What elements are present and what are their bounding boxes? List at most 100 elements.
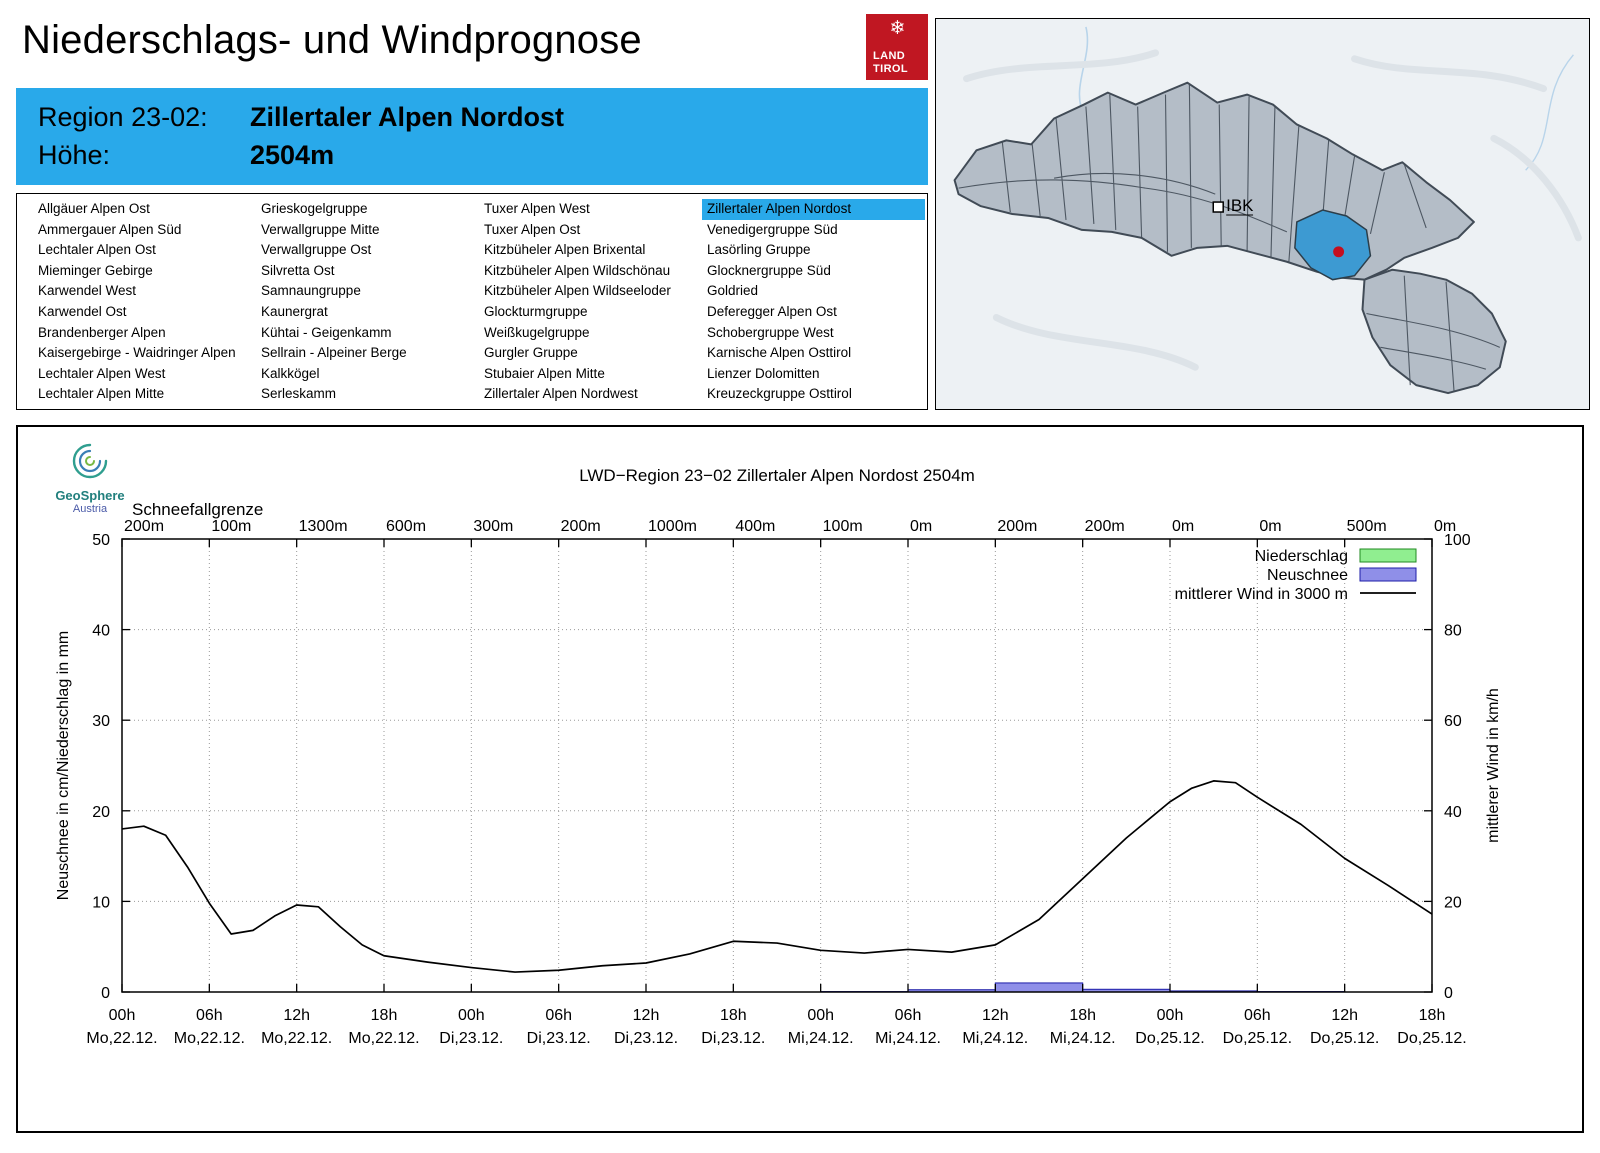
y-left-tick-label: 30 [92, 713, 110, 730]
snowflake-icon: ❄ [889, 18, 906, 39]
geosphere-name: GeoSphere [55, 488, 125, 503]
x-tick-hour-label: 06h [1244, 1007, 1271, 1024]
map-marker-dot [1333, 246, 1345, 258]
legend-label: mittlerer Wind in 3000 m [1175, 586, 1348, 603]
region-list-item[interactable]: Silvretta Ost [261, 262, 335, 278]
region-list-item[interactable]: Mieminger Gebirge [38, 262, 153, 278]
page-title: Niederschlags- und Windprognose [22, 18, 642, 62]
plot-frame [121, 538, 1433, 993]
x-tick-hour-label: 06h [196, 1007, 223, 1024]
region-list-item[interactable]: Glocknergruppe Süd [707, 262, 831, 278]
region-list-item[interactable]: Allgäuer Alpen Ost [38, 201, 150, 216]
x-tick-hour-label: 12h [633, 1007, 660, 1024]
y-right-tick-label: 100 [1444, 532, 1471, 549]
x-tick-day-label: Di,23.12. [701, 1030, 765, 1047]
region-list-item[interactable]: Lechtaler Alpen Mitte [38, 386, 165, 402]
x-tick-hour-label: 06h [545, 1007, 572, 1024]
region-list-item[interactable]: Kitzbüheler Alpen Brixental [484, 242, 646, 258]
region-list-item[interactable]: Lasörling Gruppe [707, 242, 811, 258]
tirol-logo-line2: TIROL [873, 62, 908, 75]
region-list-item[interactable]: Ammergauer Alpen Süd [38, 221, 182, 237]
region-list: Allgäuer Alpen Ost Ammergauer Alpen Süd Le… [16, 193, 928, 410]
region-list-item[interactable]: Sellrain - Alpeiner Berge [261, 345, 407, 361]
region-list-item[interactable]: Grieskogelgruppe [261, 201, 368, 216]
ibk-label: IBK [1226, 196, 1254, 215]
region-list-item[interactable]: Karwendel West [38, 283, 137, 299]
tirol-map: IBK [936, 19, 1589, 409]
region-list-item[interactable]: Venedigergruppe Süd [707, 221, 838, 237]
y-left-tick-label: 20 [92, 804, 110, 821]
y-left-tick-label: 10 [92, 894, 110, 911]
region-list-item[interactable]: Lechtaler Alpen West [38, 365, 166, 381]
x-tick-day-label: Mi,24.12. [1050, 1030, 1116, 1047]
region-list-item-selected[interactable]: Zillertaler Alpen Nordost [702, 199, 925, 220]
region-list-item[interactable]: Zillertaler Alpen Nordwest [484, 386, 638, 402]
x-tick-day-label: Mo,22.12. [348, 1030, 419, 1047]
region-list-item[interactable]: Karwendel Ost [38, 303, 127, 319]
region-list-item[interactable]: Gurgler Gruppe [484, 345, 578, 361]
geosphere-swirl-icon [72, 443, 108, 479]
region-list-item[interactable]: Deferegger Alpen Ost [707, 303, 837, 319]
geosphere-country: Austria [72, 503, 108, 515]
region-list-item[interactable]: Goldried [707, 283, 759, 299]
region-info-box: Region 23-02: Zillertaler Alpen Nordost … [16, 88, 928, 185]
y-right-tick-label: 80 [1444, 623, 1462, 640]
x-tick-hour-label: 18h [1419, 1007, 1446, 1024]
tirol-logo-text: LAND TIROL [873, 50, 922, 75]
snowline-value: 0m [910, 518, 932, 535]
y-right-tick-label: 60 [1444, 713, 1462, 730]
region-list-item[interactable]: Verwallgruppe Mitte [261, 221, 380, 237]
map-region-selected [1294, 209, 1372, 281]
ibk-marker [1212, 201, 1224, 213]
snowline-value: 200m [1085, 518, 1125, 535]
region-list-item[interactable]: Kitzbüheler Alpen Wildseeloder [484, 283, 671, 299]
region-list-item[interactable]: Glockturmgruppe [484, 303, 588, 319]
river-line [1525, 54, 1574, 171]
region-list-item[interactable]: Weißkugelgruppe [484, 324, 590, 340]
tirol-logo-line1: LAND [873, 50, 906, 63]
legend-swatch [1359, 567, 1417, 582]
region-list-item[interactable]: Kaunergrat [261, 303, 328, 319]
terrain-shading [963, 49, 1582, 371]
y-right-tick-label: 40 [1444, 804, 1462, 821]
region-list-item[interactable]: Stubaier Alpen Mitte [484, 365, 605, 381]
region-list-item[interactable]: Kitzbüheler Alpen Wildschönau [484, 262, 671, 278]
x-tick-day-label: Do,25.12. [1223, 1030, 1292, 1047]
x-tick-hour-label: 18h [720, 1007, 747, 1024]
legend-swatch [1359, 548, 1417, 563]
region-list-item[interactable]: Kühtai - Geigenkamm [261, 324, 392, 340]
region-list-item[interactable]: Lechtaler Alpen Ost [38, 242, 156, 258]
x-tick-day-label: Di,23.12. [439, 1030, 503, 1047]
region-list-item[interactable]: Tuxer Alpen West [484, 201, 590, 216]
region-list-item[interactable]: Schobergruppe West [707, 324, 834, 340]
region-list-item[interactable]: Karnische Alpen Osttirol [707, 345, 852, 361]
y-left-tick-label: 50 [92, 532, 110, 549]
region-list-item[interactable]: Serleskamm [261, 386, 337, 402]
region-list-item[interactable]: Brandenberger Alpen [38, 324, 166, 340]
region-list-item[interactable]: Kaisergebirge - Waidringer Alpen [38, 345, 236, 361]
region-list-column: Tuxer Alpen West Tuxer Alpen Ost Kitzbühel… [479, 199, 702, 405]
region-list-item[interactable]: Kreuzeckgruppe Osttirol [707, 386, 852, 402]
region-list-item[interactable]: Samnaungruppe [261, 283, 361, 299]
snowline-value: 300m [473, 518, 513, 535]
x-tick-day-label: Do,25.12. [1135, 1030, 1204, 1047]
legend-label: Niederschlag [1255, 548, 1348, 565]
x-tick-day-label: Mo,22.12. [261, 1030, 332, 1047]
snowline-value: 200m [561, 518, 601, 535]
region-list-item[interactable]: Tuxer Alpen Ost [484, 221, 581, 237]
x-tick-day-label: Do,25.12. [1310, 1030, 1379, 1047]
snowline-value: 400m [735, 518, 775, 535]
map-box: IBK [935, 18, 1590, 410]
region-list-column: Grieskogelgruppe Verwallgruppe Mitte Verwa… [256, 199, 479, 405]
snowline-value: 200m [997, 518, 1037, 535]
region-list-item[interactable]: Verwallgruppe Ost [261, 242, 372, 258]
chart-box: GeoSphere Austria 0 10 20 30 40 50 0 20 40 60 80 10… [16, 425, 1584, 1133]
height-value: 2504m [250, 140, 335, 171]
region-list-item[interactable]: Kalkkögel [261, 365, 320, 381]
x-tick-day-label: Mi,24.12. [962, 1030, 1028, 1047]
x-tick-hour-label: 00h [458, 1007, 485, 1024]
land-tirol-logo: ❄ LAND TIROL [866, 14, 928, 80]
region-list-item[interactable]: Lienzer Dolomitten [707, 365, 820, 381]
x-tick-hour-label: 12h [1331, 1007, 1358, 1024]
